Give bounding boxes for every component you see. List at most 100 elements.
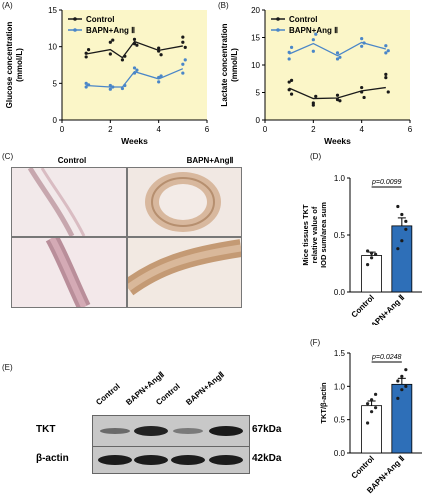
data-point bbox=[123, 54, 127, 58]
data-point bbox=[360, 44, 364, 48]
data-point bbox=[132, 66, 137, 70]
glucose-line-chart: 0 5 10 15 0 2 4 6 Weeks Glucose concentration (mmo… bbox=[5, 6, 210, 146]
data-point bbox=[386, 49, 390, 53]
data-point bbox=[384, 44, 388, 48]
data-point bbox=[366, 402, 370, 406]
data-point bbox=[181, 71, 185, 75]
micrograph-treat-high bbox=[127, 237, 242, 308]
data-point bbox=[132, 42, 137, 46]
plot-background bbox=[265, 10, 410, 120]
kda-label-actin: 42kDa bbox=[252, 453, 282, 464]
series-line bbox=[86, 68, 184, 88]
x-tick-label: 0 bbox=[263, 125, 268, 134]
data-point bbox=[370, 251, 374, 255]
data-point bbox=[287, 80, 291, 84]
data-point bbox=[181, 62, 185, 66]
micrograph-control-low bbox=[11, 167, 127, 237]
data-point bbox=[84, 85, 88, 89]
data-point bbox=[289, 92, 294, 96]
p-value-label: p=0.0248 bbox=[371, 354, 401, 361]
data-point bbox=[370, 256, 374, 260]
data-point bbox=[400, 239, 404, 243]
column-header-treatment: BAPN+AngⅡ bbox=[186, 156, 234, 165]
data-point bbox=[123, 83, 127, 88]
y-tick-label: 0 bbox=[256, 116, 261, 125]
y-axis-title: Glucose concentration bbox=[5, 22, 14, 109]
data-point bbox=[335, 98, 340, 102]
data-point bbox=[362, 95, 366, 100]
data-point bbox=[84, 81, 88, 85]
y-axis-title: Lactate concentration bbox=[220, 23, 229, 106]
y-tick-label: 1.0 bbox=[334, 382, 346, 391]
data-point bbox=[314, 32, 318, 36]
y-axis-unit: (mmol/L) bbox=[230, 48, 239, 82]
data-point bbox=[108, 40, 112, 44]
lane-labels: Control BAPN+AngⅡ Control BAPN+AngⅡ bbox=[94, 370, 250, 420]
y-tick-label: 0 bbox=[53, 116, 58, 125]
bar bbox=[361, 255, 382, 293]
vessel-ring-zoom-image bbox=[128, 239, 241, 296]
data-point bbox=[384, 51, 388, 55]
data-point bbox=[111, 38, 115, 42]
series-line bbox=[288, 86, 386, 100]
y-tick-label: 1.5 bbox=[334, 349, 346, 358]
blot-row-label-tkt: TKT bbox=[36, 424, 56, 435]
data-point bbox=[132, 37, 137, 41]
data-point bbox=[360, 85, 364, 90]
blot-row-label-actin: β-actin bbox=[36, 453, 69, 464]
x-tick-label: 2 bbox=[108, 125, 113, 134]
legend-label: BAPN+Ang Ⅱ bbox=[289, 26, 338, 35]
legend-marker bbox=[73, 17, 77, 21]
panel-label-a: (A) bbox=[2, 1, 13, 10]
y-tick-label: 15 bbox=[251, 34, 260, 43]
micrograph-treat-low bbox=[127, 167, 242, 237]
data-point bbox=[120, 86, 125, 91]
tkt-ihc-bar-chart: 0.0 0.5 1.0 Mice tissues TKT relative value … bbox=[301, 174, 422, 325]
data-point bbox=[366, 249, 370, 253]
lane-label: Control bbox=[154, 381, 182, 407]
data-point bbox=[287, 50, 291, 54]
vessel-wall-zoom-image bbox=[45, 238, 91, 307]
y-tick-label: 5 bbox=[53, 79, 58, 88]
data-point bbox=[287, 57, 291, 61]
y-axis-title: Mice tissues TKT bbox=[301, 204, 310, 266]
micrograph-control-high bbox=[11, 237, 127, 308]
column-header-control: Control bbox=[57, 156, 87, 165]
data-point bbox=[335, 57, 340, 61]
y-axis-title: IOD sum/area sum bbox=[319, 202, 328, 268]
data-point bbox=[374, 406, 378, 410]
legend-label: BAPN+Ang Ⅱ bbox=[86, 26, 135, 35]
y-tick-label: 1.0 bbox=[334, 174, 346, 183]
data-point bbox=[159, 74, 163, 78]
data-point bbox=[86, 48, 91, 52]
legend-label: Control bbox=[86, 15, 114, 24]
x-tick-label: 4 bbox=[359, 125, 364, 134]
data-point bbox=[404, 384, 408, 388]
x-tick-label: 6 bbox=[205, 125, 210, 134]
data-point bbox=[374, 392, 378, 396]
data-point bbox=[183, 58, 187, 62]
blot-strip-actin bbox=[92, 446, 250, 474]
panel-label-d: (D) bbox=[310, 152, 322, 161]
data-point bbox=[157, 49, 161, 53]
y-tick-label: 0.0 bbox=[334, 288, 346, 297]
bar bbox=[391, 383, 413, 454]
x-tick-label: 0 bbox=[60, 125, 65, 134]
data-point bbox=[360, 90, 364, 94]
y-tick-label: 15 bbox=[48, 6, 57, 15]
data-point bbox=[86, 83, 91, 87]
data-point bbox=[311, 49, 315, 53]
vessel-wall-image bbox=[27, 168, 86, 236]
y-tick-label: 0.5 bbox=[334, 231, 346, 240]
data-point bbox=[360, 37, 364, 41]
legend-marker bbox=[73, 28, 77, 32]
data-point bbox=[366, 421, 370, 425]
x-tick-label: 6 bbox=[408, 125, 413, 134]
kda-label-tkt: 67kDa bbox=[252, 424, 282, 435]
data-point bbox=[404, 219, 408, 223]
data-point bbox=[311, 38, 315, 42]
data-point bbox=[289, 78, 294, 82]
series-line bbox=[288, 41, 387, 57]
x-tick-label: 2 bbox=[311, 125, 316, 134]
